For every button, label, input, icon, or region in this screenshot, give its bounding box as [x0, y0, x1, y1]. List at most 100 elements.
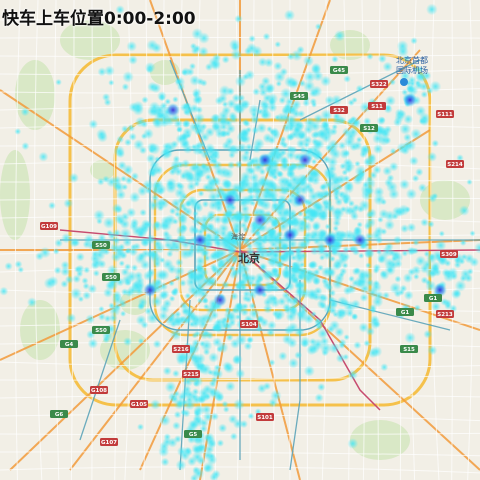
heat-point — [175, 459, 187, 471]
heat-point — [121, 83, 130, 91]
heat-point — [174, 310, 182, 318]
heat-point — [159, 441, 170, 452]
heat-point — [126, 41, 137, 52]
heat-point — [200, 339, 213, 352]
heat-point — [409, 80, 416, 87]
heat-point — [221, 400, 229, 408]
route-shield-label: S11 — [371, 104, 383, 110]
heat-point — [48, 201, 56, 210]
heat-point — [114, 181, 125, 193]
heat-point — [113, 244, 125, 256]
heat-point — [327, 139, 340, 152]
route-shield-label: G4 — [65, 342, 74, 348]
heat-point — [181, 239, 191, 249]
heat-point — [195, 444, 207, 455]
heat-point — [172, 218, 179, 225]
subway-line — [79, 319, 121, 441]
heat-point — [203, 254, 211, 262]
heat-point — [382, 291, 390, 300]
heat-point — [234, 75, 247, 88]
heat-point — [347, 438, 359, 449]
heat-point — [70, 287, 82, 300]
heat-point — [226, 244, 237, 255]
route-shield — [60, 340, 78, 348]
heat-point — [63, 198, 73, 209]
heat-point — [102, 93, 111, 102]
heat-point — [320, 336, 329, 346]
heat-point — [214, 203, 224, 213]
heat-point — [35, 251, 44, 261]
heat-point — [187, 419, 199, 431]
heat-point — [194, 128, 202, 136]
heat-point — [210, 59, 221, 71]
heat-point — [117, 160, 127, 171]
heat-point — [243, 148, 251, 156]
route-shield — [400, 345, 418, 353]
heat-point — [193, 408, 201, 416]
heat-point — [413, 304, 421, 312]
heat-point — [459, 239, 467, 247]
heat-point — [102, 217, 115, 229]
heat-point — [116, 149, 126, 159]
heat-point — [235, 368, 246, 379]
heatmap-layer — [0, 3, 480, 480]
heat-point — [92, 269, 100, 277]
heat-point — [338, 342, 346, 349]
heat-point — [474, 242, 480, 254]
route-shield-label: S12 — [363, 126, 375, 132]
heat-point — [198, 46, 209, 57]
heat-point — [210, 376, 219, 384]
heat-point — [204, 127, 215, 138]
heat-point — [210, 412, 219, 421]
heat-point — [262, 32, 271, 41]
heat-point — [347, 200, 355, 207]
heat-point — [316, 128, 328, 140]
heat-point — [308, 343, 320, 354]
heat-point — [409, 156, 419, 166]
heat-point — [358, 252, 365, 259]
heat-point — [335, 353, 346, 363]
heat-point — [276, 170, 284, 178]
heat-point — [193, 168, 204, 179]
heat-point — [54, 238, 63, 248]
heat-point — [199, 362, 206, 369]
heat-point — [271, 201, 279, 210]
heat-point — [372, 165, 382, 175]
heat-point — [251, 126, 260, 135]
heat-point — [68, 172, 79, 183]
heat-point — [322, 250, 333, 260]
heat-hotspot — [253, 283, 267, 297]
heat-point — [338, 230, 348, 240]
heat-point — [325, 283, 334, 292]
heat-point — [458, 205, 470, 216]
heat-point — [270, 389, 282, 402]
heat-point — [311, 158, 318, 165]
route-shield-label: S213 — [437, 312, 453, 318]
heat-point — [284, 76, 296, 88]
heat-point — [311, 138, 319, 146]
heat-point — [259, 317, 269, 328]
route-shield — [182, 370, 200, 378]
heat-point — [232, 355, 242, 365]
heat-point — [205, 436, 216, 448]
heat-point — [428, 253, 435, 260]
route-shield — [90, 386, 108, 394]
heat-point — [226, 230, 235, 238]
heat-point — [303, 80, 316, 92]
heat-point — [324, 223, 331, 230]
heat-point — [214, 185, 226, 197]
heat-point — [183, 446, 192, 455]
heat-point — [351, 267, 361, 276]
heat-point — [208, 352, 219, 363]
heat-point — [201, 296, 209, 304]
route-shield — [40, 222, 58, 230]
heat-point — [192, 467, 205, 480]
heat-point — [87, 338, 99, 349]
heat-point — [116, 135, 124, 144]
heat-point — [378, 208, 389, 220]
route-shield — [290, 92, 308, 100]
heat-point — [365, 262, 372, 269]
heat-point — [173, 435, 182, 443]
heat-point — [140, 237, 150, 247]
